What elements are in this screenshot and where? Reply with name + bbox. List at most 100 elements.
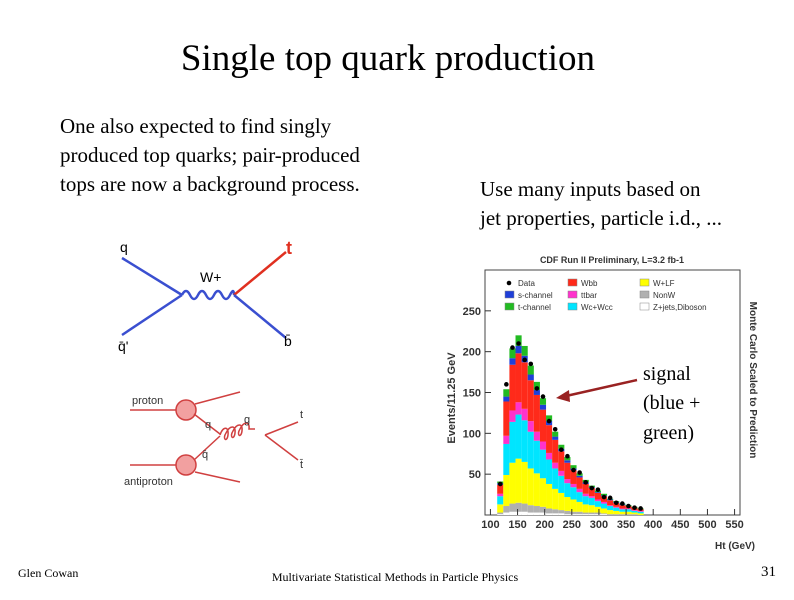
histogram-segment bbox=[539, 441, 547, 450]
histogram-segment bbox=[570, 465, 577, 469]
legend-swatch bbox=[639, 290, 650, 299]
histogram-segment bbox=[576, 514, 583, 515]
histogram-segment bbox=[515, 414, 522, 459]
histogram-segment bbox=[631, 514, 638, 515]
particle-label: W+ bbox=[200, 269, 221, 285]
footer-author: Glen Cowan bbox=[18, 566, 78, 580]
histogram-segment bbox=[509, 511, 516, 515]
proton-blob bbox=[175, 454, 197, 476]
histogram-segment bbox=[521, 362, 528, 409]
histogram-segment bbox=[613, 514, 620, 515]
histogram-segment bbox=[619, 505, 626, 509]
histogram-segment bbox=[582, 512, 589, 515]
particle-label: t̄ bbox=[299, 459, 303, 471]
data-point bbox=[558, 447, 564, 452]
histogram-segment bbox=[509, 503, 516, 512]
data-point bbox=[571, 467, 576, 473]
histogram-segment bbox=[509, 348, 516, 359]
histogram-segment bbox=[509, 364, 516, 411]
histogram-segment bbox=[637, 513, 644, 515]
x-tick-label: 100 bbox=[481, 519, 499, 531]
histogram-segment bbox=[503, 443, 510, 475]
data-point bbox=[601, 494, 607, 500]
histogram-segment bbox=[564, 457, 571, 461]
histogram-segment bbox=[576, 475, 583, 478]
histogram-segment bbox=[539, 512, 547, 515]
histogram-segment bbox=[570, 514, 577, 515]
histogram-segment bbox=[570, 487, 577, 500]
histogram-segment bbox=[515, 335, 522, 346]
histogram-segment bbox=[564, 479, 571, 484]
histogram-segment bbox=[594, 512, 601, 515]
histogram-segment bbox=[515, 511, 522, 515]
quark-line bbox=[233, 294, 287, 339]
data-point bbox=[528, 361, 534, 367]
x-tick-label: 450 bbox=[671, 519, 689, 531]
histogram-segment bbox=[533, 506, 540, 513]
histogram-segment bbox=[570, 511, 577, 515]
particle-label: g bbox=[244, 414, 250, 426]
annotation: signal (blue + green) bbox=[556, 363, 700, 444]
particle-label: q̄ bbox=[202, 449, 208, 461]
top-line bbox=[233, 251, 287, 296]
histogram-segment bbox=[607, 510, 614, 515]
histogram-segment bbox=[594, 492, 601, 500]
histogram-segment bbox=[546, 452, 553, 460]
footer-title: Multivariate Statistical Methods in Part… bbox=[272, 570, 519, 584]
histogram-segment bbox=[576, 501, 583, 512]
histogram-segment bbox=[497, 514, 504, 515]
histogram-segment bbox=[509, 421, 516, 463]
top-line bbox=[264, 434, 299, 461]
particle-label: q bbox=[120, 239, 128, 255]
histogram-segment bbox=[515, 353, 522, 403]
particle-label: b̄ bbox=[284, 333, 292, 349]
histogram-segment bbox=[613, 506, 620, 508]
data-point bbox=[540, 394, 546, 399]
histogram-segment bbox=[576, 492, 583, 502]
histogram-segment bbox=[552, 509, 559, 514]
histogram-segment bbox=[539, 409, 547, 442]
w-boson bbox=[180, 289, 236, 301]
particle-label: proton bbox=[132, 395, 163, 407]
legend-label: W+LF bbox=[653, 279, 675, 288]
histogram-segment bbox=[552, 439, 559, 463]
legend-swatch bbox=[504, 302, 515, 311]
histogram-segment bbox=[533, 431, 540, 441]
x-axis-label: Ht (GeV) bbox=[715, 541, 755, 552]
histogram-segment bbox=[625, 508, 632, 510]
feynman-schannel: q W+ t q̄' b̄ bbox=[118, 238, 292, 354]
body-text: jet properties, particle i.d., ... bbox=[479, 206, 722, 230]
body-text: produced top quarks; pair-produced bbox=[60, 143, 360, 167]
histogram-segment bbox=[564, 514, 571, 515]
histogram-segment bbox=[582, 493, 589, 497]
histogram-segment bbox=[631, 510, 638, 513]
histogram-segment bbox=[503, 435, 510, 444]
x-tick-label: 350 bbox=[617, 519, 635, 531]
histogram-segment bbox=[588, 488, 595, 497]
histogram-segment bbox=[552, 513, 559, 515]
right-axis-label: Monte Carlo Scaled to Prediction bbox=[747, 302, 758, 459]
histogram-segment bbox=[509, 358, 516, 365]
slide-title: Single top quark production bbox=[181, 38, 595, 79]
histogram-segment bbox=[588, 505, 595, 513]
x-tick-label: 200 bbox=[536, 519, 554, 531]
histogram-segment bbox=[576, 511, 583, 515]
histogram-segment bbox=[546, 508, 553, 514]
y-tick-label: 250 bbox=[463, 306, 481, 318]
histogram-segment bbox=[564, 483, 571, 498]
particle-label: q bbox=[205, 419, 211, 431]
histogram-segment bbox=[539, 478, 547, 507]
histogram-segment bbox=[600, 513, 608, 515]
histogram-segment bbox=[552, 431, 559, 437]
histogram-segment bbox=[600, 508, 608, 514]
y-tick-label: 100 bbox=[463, 428, 481, 440]
histogram-segment bbox=[570, 499, 577, 512]
legend-marker bbox=[506, 280, 512, 286]
histogram-segment bbox=[552, 462, 559, 469]
arrow-head bbox=[556, 390, 570, 402]
histogram-segment bbox=[558, 451, 565, 471]
histogram-segment bbox=[527, 365, 534, 375]
histogram-segment bbox=[503, 401, 510, 436]
data-point bbox=[534, 386, 540, 391]
particle-label: t bbox=[286, 238, 292, 258]
